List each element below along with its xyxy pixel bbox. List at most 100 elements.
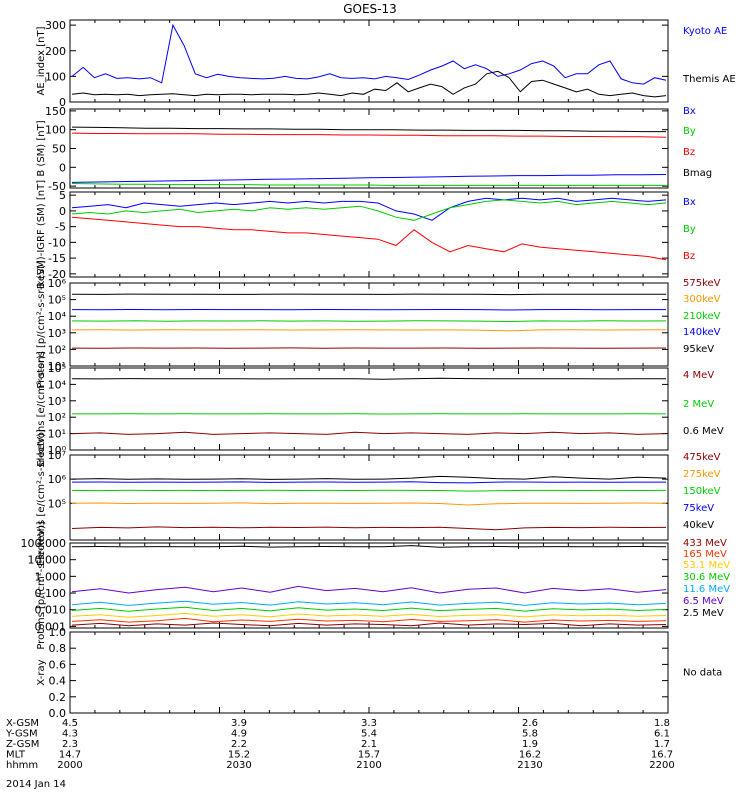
series-line-433-mev	[71, 622, 667, 627]
legend-label: 275keV	[683, 469, 721, 480]
legend-label: 150keV	[683, 486, 721, 497]
y-tick-label: 10.000	[28, 554, 67, 567]
series-line-kyoto-ae	[71, 23, 667, 85]
ephemeris-label: Z-GSM	[6, 739, 39, 750]
y-tick-label: 0.2	[49, 691, 67, 704]
y-tick-label: 0.001	[35, 620, 67, 633]
series-line-bx	[71, 174, 667, 183]
ephemeris-value: 2000	[57, 760, 82, 771]
series-line-11.6-mev	[71, 600, 667, 606]
panel-frame	[69, 367, 669, 451]
y-axis-label: B (SM)-IGRF (SM) [nT]	[36, 180, 47, 289]
y-tick-label: 0	[59, 96, 66, 109]
panel-frame	[69, 631, 669, 714]
y-tick-label: -50	[48, 180, 66, 193]
legend-label: 53.1 MeV	[683, 560, 730, 571]
no-data-label: No data	[683, 668, 722, 679]
y-tick-label: 100.000	[21, 537, 67, 550]
panel-frame	[69, 108, 669, 189]
y-tick-label: 50	[52, 143, 66, 156]
series-line-150kev	[71, 489, 667, 492]
y-axis-label: Electrons [e/(cm²-s-sr-keV)]	[36, 429, 47, 566]
y-tick-label: 10⁵	[48, 294, 66, 307]
legend-label: 2.5 MeV	[683, 608, 724, 619]
series-line-bz	[71, 216, 667, 261]
y-tick-label: 0.100	[35, 587, 67, 600]
series-line-by	[71, 199, 667, 221]
y-tick-label: 0.4	[49, 675, 67, 688]
ephemeris-value: 2100	[356, 760, 381, 771]
legend-label: 30.6 MeV	[683, 572, 730, 583]
ephemeris-value: 5.4	[361, 729, 377, 740]
series-line-475kev	[71, 526, 667, 531]
y-tick-label: 200	[45, 45, 66, 58]
y-tick-label: 150	[45, 105, 66, 118]
legend-label: By	[683, 126, 696, 137]
panel-7: 0.001 0.010 0.100 1.000 10.000 100.000Protons…	[21, 521, 731, 649]
series-line-2.5-mev	[71, 545, 667, 548]
legend-label: 300keV	[683, 294, 721, 305]
series-line-bz	[71, 132, 667, 138]
legend-label: Bx	[683, 106, 696, 117]
ephemeris-value: 3.3	[361, 718, 377, 729]
panel-2: -50 0 50 100 150 B (SM) [nT] Bx By Bz Bmag	[36, 105, 712, 193]
ephemeris-value: 2.6	[522, 718, 538, 729]
y-tick-label: 10³	[48, 395, 66, 408]
figure-title: GOES-13	[343, 2, 397, 16]
y-axis-label: Protons [p/(cm²-s-sr-keV)]	[36, 260, 47, 388]
ephemeris-value: 2200	[649, 760, 674, 771]
y-tick-label: 10⁴	[48, 310, 67, 323]
y-tick-label: 10²	[48, 343, 66, 356]
y-tick-label: 10¹	[48, 360, 66, 373]
ephemeris-value: 15.2	[228, 750, 250, 761]
y-tick-label: 10³	[48, 327, 66, 340]
y-axis-label: X-ray	[36, 659, 47, 685]
ephemeris-value: 1.8	[654, 718, 670, 729]
y-axis-label: Electrons [e/(cm²-s-sr)]	[36, 351, 47, 467]
ephemeris-value: 16.7	[651, 750, 673, 761]
series-line-165-mev	[71, 617, 667, 623]
y-tick-label: 10⁶	[48, 277, 67, 290]
ephemeris-label: X-GSM	[6, 718, 39, 729]
legend-label: 575keV	[683, 278, 721, 289]
y-axis-label: Protons [p/(cm²-s-sr-keV)]	[36, 521, 47, 649]
y-tick-label: 1.0	[49, 626, 67, 639]
legend-label: 140keV	[683, 327, 721, 338]
y-tick-label: 10⁵	[48, 497, 66, 510]
ephemeris-label: hhmm	[6, 760, 38, 771]
series-line-95kev	[71, 293, 667, 296]
y-tick-label: 10⁰	[48, 444, 67, 457]
date-label: 2014 Jan 14	[6, 779, 66, 790]
legend-label: 11.6 MeV	[683, 584, 730, 595]
legend-label: Themis AE	[682, 74, 736, 85]
ephemeris-table: X-GSM 4.5 3.9 3.3 2.6 1.8 Y-GSM 4.3 4.9 5.4 5.8 6.1…	[5, 718, 675, 771]
series-line-53.1-mev	[71, 612, 667, 618]
legend-label: 2 MeV	[683, 399, 714, 410]
ephemeris-value: 4.3	[62, 729, 78, 740]
panel-8: 0.0 0.2 0.4 0.6 0.8 1.0 X-ray No data	[36, 626, 722, 720]
ephemeris-value: 3.9	[231, 718, 247, 729]
ephemeris-value: 5.8	[522, 729, 538, 740]
y-tick-label: 5	[59, 189, 66, 202]
ephemeris-value: 4.9	[231, 729, 247, 740]
ephemeris-value: 16.2	[519, 750, 541, 761]
ephemeris-label: MLT	[6, 750, 26, 761]
series-line-bmag	[71, 126, 666, 133]
legend-label: 4 MeV	[683, 370, 714, 381]
y-tick-label: 10²	[48, 411, 66, 424]
series-line-themis-ae	[71, 70, 667, 98]
y-tick-label: 10⁷	[48, 449, 66, 462]
y-tick-label: 10¹	[48, 428, 66, 441]
ephemeris-value: 4.5	[62, 718, 78, 729]
series-line-4-mev	[71, 431, 667, 435]
y-tick-label: 0.010	[35, 604, 67, 617]
ephemeris-value: 15.7	[358, 750, 380, 761]
y-tick-label: 300	[45, 19, 66, 32]
series-line-75kev	[71, 481, 666, 484]
